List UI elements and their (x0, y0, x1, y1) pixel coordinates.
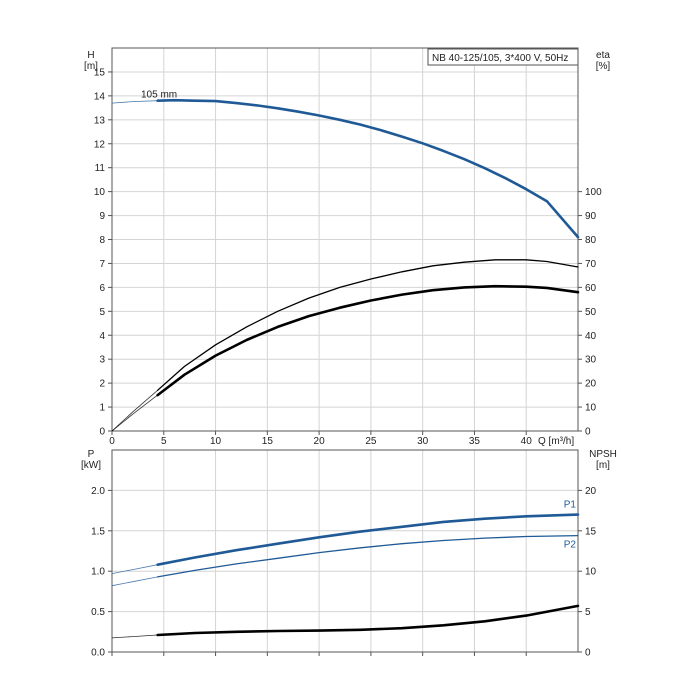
left-tick-label: 1.0 (91, 567, 105, 578)
right-tick-label: 90 (585, 211, 597, 222)
series-line (156, 259, 579, 391)
series-label: P2 (564, 540, 577, 551)
right-tick-label: 30 (585, 355, 597, 366)
left-tick-label: 11 (95, 163, 106, 174)
left-axis-label: P (88, 449, 95, 460)
right-tick-label: 20 (585, 379, 597, 390)
series-label: P1 (564, 500, 577, 511)
right-tick-label: 0 (585, 648, 591, 659)
left-tick-label: 10 (94, 187, 106, 198)
right-axis-unit: [m] (596, 460, 610, 471)
left-tick-label: 0.0 (91, 648, 105, 659)
left-tick-label: 1.5 (91, 526, 105, 537)
left-tick-label: 6 (99, 283, 105, 294)
series-line (156, 534, 579, 578)
x-tick-label: 40 (521, 436, 533, 447)
left-tick-label: 7 (99, 259, 105, 270)
x-tick-label: 30 (417, 436, 429, 447)
right-tick-label: 0 (585, 427, 591, 438)
series-line (156, 98, 580, 239)
impeller-diameter-label: 105 mm (141, 90, 177, 101)
right-tick-label: 20 (585, 486, 597, 497)
left-tick-label: 4 (99, 331, 105, 342)
right-tick-label: 5 (585, 607, 591, 618)
series-line (156, 604, 580, 637)
x-tick-label: 15 (262, 436, 274, 447)
right-tick-label: 50 (585, 307, 597, 318)
right-axis-label: NPSH (589, 449, 617, 460)
x-axis-label: Q [m³/h] (538, 436, 574, 447)
left-tick-label: 2 (99, 379, 105, 390)
right-tick-label: 15 (585, 526, 597, 537)
x-tick-label: 0 (109, 436, 115, 447)
left-tick-label: 3 (99, 355, 105, 366)
series-line (156, 284, 580, 397)
left-tick-label: 13 (94, 115, 106, 126)
left-tick-label: 0.5 (91, 607, 105, 618)
right-tick-label: 10 (585, 403, 597, 414)
left-axis-unit: [m] (84, 61, 98, 72)
series-extension (111, 389, 158, 432)
right-tick-label: 10 (585, 567, 597, 578)
left-tick-label: 12 (94, 139, 106, 150)
x-tick-label: 5 (161, 436, 167, 447)
series-extension (111, 394, 158, 432)
left-tick-label: 5 (99, 307, 105, 318)
left-tick-label: 0 (99, 427, 105, 438)
x-tick-label: 10 (210, 436, 222, 447)
left-axis-label: H (87, 50, 94, 61)
series-line (156, 513, 580, 566)
right-axis-label: eta (596, 50, 610, 61)
title-text: NB 40-125/105, 3*400 V, 50Hz (432, 53, 568, 64)
series-extension (111, 634, 158, 639)
right-tick-label: 40 (585, 331, 597, 342)
x-tick-label: 20 (314, 436, 326, 447)
x-tick-label: 25 (365, 436, 377, 447)
title-box (427, 48, 579, 66)
plot-frame (111, 449, 579, 653)
left-tick-label: 2.0 (91, 486, 105, 497)
right-tick-label: 80 (585, 235, 597, 246)
left-tick-label: 14 (94, 91, 106, 102)
series-extension (111, 576, 158, 587)
right-tick-label: 60 (585, 283, 597, 294)
series-extension (111, 564, 158, 574)
series-extension (111, 100, 158, 104)
right-tick-label: 100 (585, 187, 602, 198)
x-tick-label: 35 (469, 436, 481, 447)
right-axis-unit: [%] (596, 61, 611, 72)
left-tick-label: 1 (99, 403, 105, 414)
left-tick-label: 15 (94, 67, 106, 78)
left-axis-unit: [kW] (81, 460, 101, 471)
left-tick-label: 9 (99, 211, 105, 222)
left-tick-label: 8 (99, 235, 105, 246)
right-tick-label: 70 (585, 259, 597, 270)
